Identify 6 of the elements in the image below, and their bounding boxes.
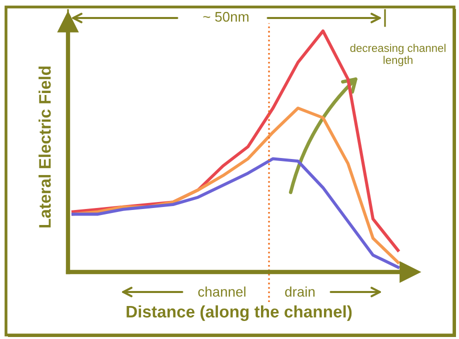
text: channel [198, 286, 246, 297]
x-axis-title: Distance (along the channel) [126, 305, 352, 321]
text: ~ 50nm [203, 12, 248, 22]
text: drain [285, 286, 315, 297]
y-axis-title: Lateral Electric Field [38, 66, 51, 228]
annotation: decreasing channel length [350, 44, 446, 66]
